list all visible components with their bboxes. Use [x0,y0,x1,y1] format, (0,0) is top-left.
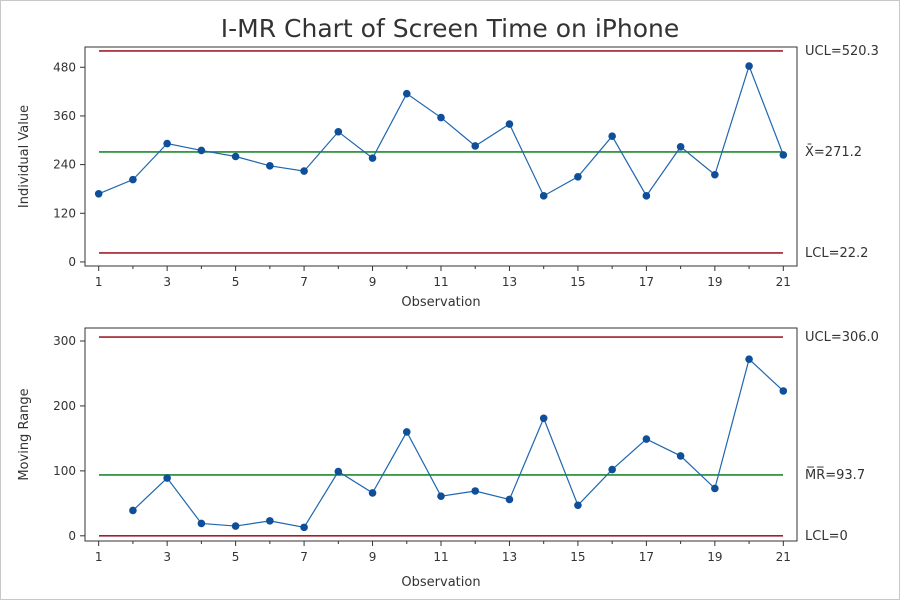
data-point [163,139,171,148]
x-tick-label: 11 [433,275,448,289]
data-point [231,152,240,161]
data-point [711,484,719,493]
data-point [231,522,240,530]
data-point [505,495,514,504]
y-axis-title: Moving Range [17,388,32,480]
data-point [471,487,480,495]
x-tick-label: 15 [570,550,585,564]
data-point [94,190,103,198]
lcl-label: LCL=22.2 [805,246,868,261]
x-tick-label: 19 [707,550,722,564]
data-point [779,151,788,159]
x-tick-label: 21 [776,275,791,289]
y-tick-label: 100 [53,464,76,478]
data-point [676,452,685,460]
chart-title: I-MR Chart of Screen Time on iPhone [221,14,679,43]
data-point [334,467,343,476]
data-point [711,170,719,179]
data-point [676,142,685,151]
data-point [334,127,343,136]
data-point [197,519,206,528]
data-point [608,132,616,141]
data-point [608,465,616,474]
data-point [437,492,445,500]
data-point [402,428,411,436]
data-point [266,162,274,170]
x-tick-label: 5 [232,275,240,289]
x-tick-label: 13 [502,550,517,564]
ucl-label: UCL=520.3 [805,44,879,59]
data-point [197,146,206,155]
data-point [437,113,445,122]
data-point [368,154,377,162]
ucl-label: UCL=306.0 [805,330,879,345]
data-point [300,167,308,175]
data-point [129,175,137,184]
data-point [368,489,377,497]
data-point [574,501,582,510]
y-tick-label: 200 [53,399,76,413]
series-line [98,64,784,197]
y-axis-title: Individual Value [17,105,32,208]
data-point [471,142,480,150]
y-tick-label: 0 [68,529,76,543]
center-label: M̅R̅=93.7 [805,467,865,483]
data-point [574,172,582,181]
plot-frame [84,46,798,267]
data-point [745,62,753,70]
data-point [300,523,308,532]
x-tick-label: 3 [163,550,171,564]
x-tick-label: 17 [639,275,654,289]
data-point [642,435,651,443]
data-point [745,355,753,363]
x-tick-label: 11 [433,550,448,564]
lcl-label: LCL=0 [805,529,848,544]
data-point [505,120,514,128]
x-tick-label: 3 [163,275,171,289]
x-tick-label: 13 [502,275,517,289]
x-tick-label: 7 [300,550,308,564]
x-tick-label: 1 [95,275,103,289]
data-point [129,506,137,515]
x-tick-label: 1 [95,550,103,564]
x-tick-label: 7 [300,275,308,289]
y-tick-label: 360 [53,109,76,123]
x-tick-label: 19 [707,275,722,289]
data-point [402,89,411,98]
x-tick-label: 5 [232,550,240,564]
data-point [163,474,171,482]
data-point [266,517,274,525]
x-tick-label: 9 [369,275,377,289]
data-point [779,387,788,395]
plot-frame [84,327,798,542]
y-tick-label: 480 [53,60,76,74]
x-tick-label: 21 [776,550,791,564]
y-tick-label: 0 [68,255,76,269]
series-line [132,358,784,529]
center-label: X̄=271.2 [805,145,862,160]
x-axis-title: Observation [401,295,480,310]
x-tick-label: 9 [369,550,377,564]
data-point [539,192,548,200]
x-axis-title: Observation [401,575,480,590]
x-tick-label: 15 [570,275,585,289]
y-tick-label: 240 [53,158,76,172]
y-tick-label: 300 [53,334,76,348]
x-tick-label: 17 [639,550,654,564]
data-point [539,414,548,423]
data-point [642,192,651,200]
y-tick-label: 120 [53,206,76,220]
